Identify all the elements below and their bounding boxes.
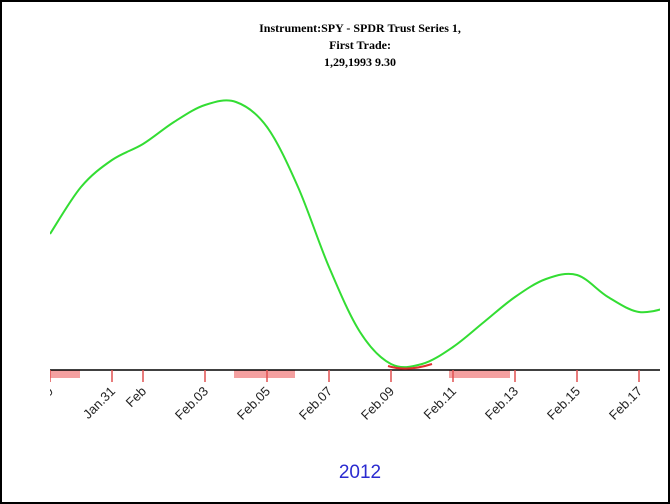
x-tick-label: Jan.31 [80, 384, 118, 422]
x-tick-label: Feb.09 [358, 384, 397, 423]
x-tick-label: Jan.29 [18, 384, 56, 422]
title-line: First Trade: [329, 38, 391, 52]
weekend-band [449, 370, 510, 378]
title-line: Instrument:SPY - SPDR Trust Series 1, [259, 21, 461, 35]
weekend-band [50, 370, 80, 378]
low-segment [387, 363, 433, 370]
x-tick-label: Feb.05 [234, 384, 273, 423]
x-axis-label: 2012 [339, 462, 381, 483]
x-tick-label: Feb.13 [482, 384, 521, 423]
weekend-band [234, 370, 295, 378]
x-tick-label: Feb [123, 384, 149, 410]
title-line: 1,29,1993 9.30 [324, 55, 396, 69]
x-tick-label: Feb.17 [606, 384, 645, 423]
x-tick-label: Feb.15 [544, 384, 583, 423]
x-tick-label: Feb.03 [172, 384, 211, 423]
x-tick-label: Feb.11 [421, 384, 460, 423]
x-tick-label: Feb.07 [296, 384, 335, 423]
price-line [50, 99, 660, 369]
